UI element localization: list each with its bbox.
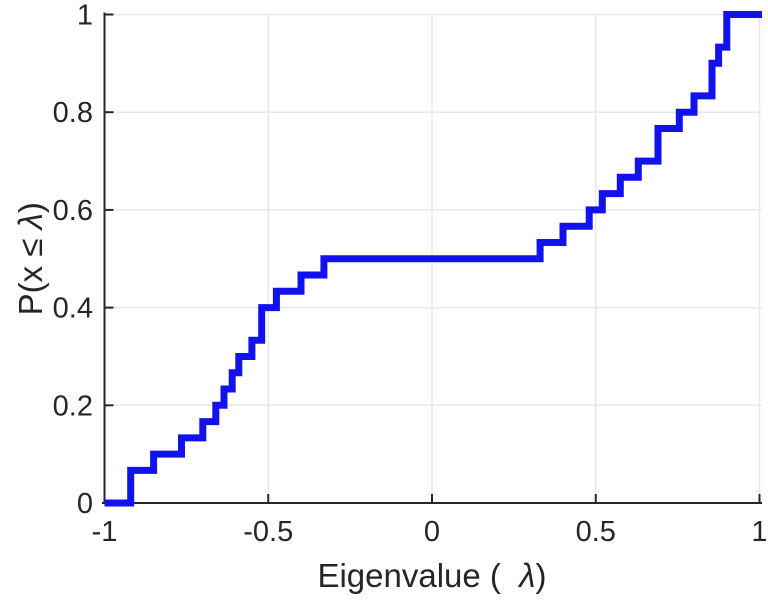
- y-tick-label: 1: [77, 0, 93, 32]
- x-tick-label: -0.5: [243, 516, 293, 548]
- x-tick-label: -1: [92, 516, 118, 548]
- y-tick-label: 0.4: [53, 293, 93, 325]
- x-axis-label: Eigenvalue ( λ): [317, 557, 546, 594]
- y-axis-label: P(x ≤ λ): [12, 202, 49, 315]
- y-tick-label: 0.2: [53, 390, 93, 422]
- y-tick-label: 0.8: [53, 97, 93, 129]
- y-tick-label: 0: [77, 488, 93, 520]
- tick-labels: -1 -0.5 0 0.5 1 0 0.2 0.4 0.6 0.8 1: [53, 0, 768, 548]
- y-tick-label: 0.6: [53, 195, 93, 227]
- x-tick-label: 0.5: [576, 516, 616, 548]
- ecdf-step-curve: [104, 11, 762, 507]
- x-tick-label: 0: [424, 516, 440, 548]
- x-tick-label: 1: [751, 516, 767, 548]
